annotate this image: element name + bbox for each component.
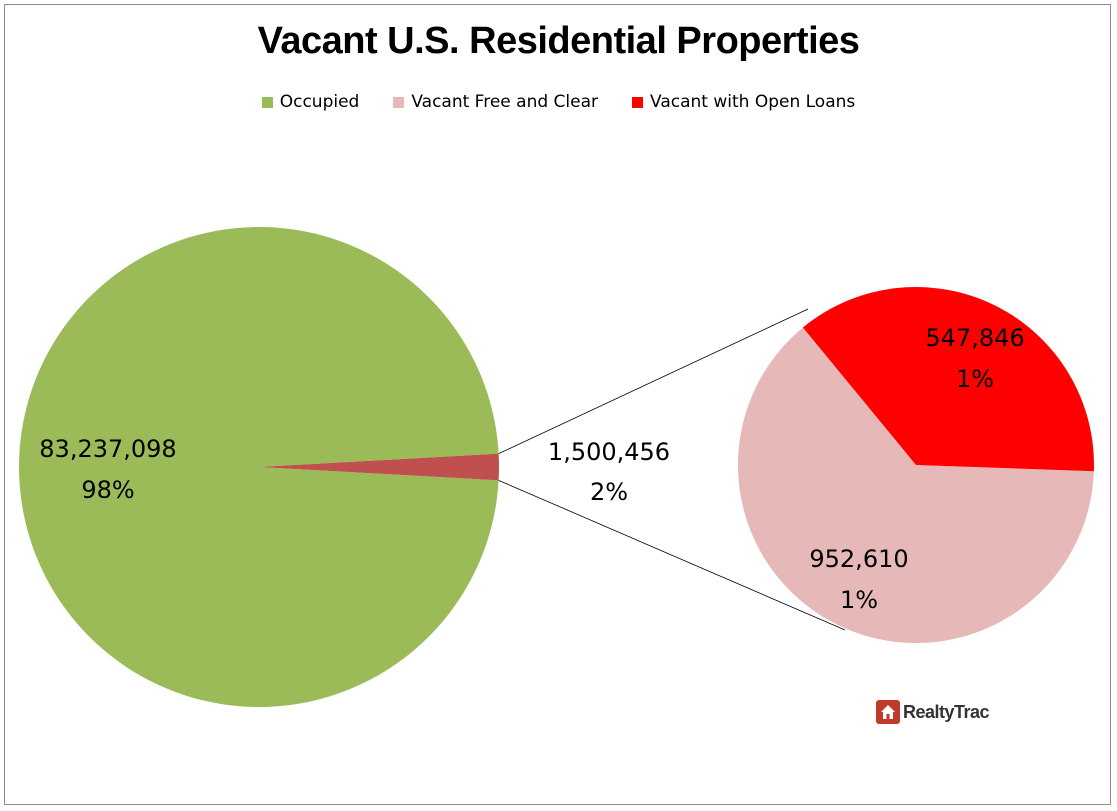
slice-occupied bbox=[19, 227, 499, 708]
realtytrac-logo: RealtyTrac bbox=[876, 700, 990, 724]
chart-title: Vacant U.S. Residential Properties bbox=[257, 20, 860, 62]
slice-vacant bbox=[259, 453, 500, 481]
main-pie bbox=[19, 227, 500, 708]
chart-legend: Occupied Vacant Free and Clear Vacant wi… bbox=[0, 92, 1117, 112]
logo-text: RealtyTrac bbox=[903, 701, 990, 722]
legend-item-occupied: Occupied bbox=[261, 92, 360, 112]
connector-line-bottom bbox=[498, 479, 846, 631]
label-free-clear-percent: 1% bbox=[840, 586, 878, 614]
legend-swatch-occupied bbox=[261, 96, 273, 108]
label-occupied-percent: 98% bbox=[81, 476, 134, 504]
connector-line-top bbox=[498, 308, 809, 455]
house-icon bbox=[876, 700, 900, 724]
legend-swatch-vacant-free-and-clear bbox=[393, 96, 405, 108]
label-free-clear-value: 952,610 bbox=[809, 545, 908, 573]
legend-label-occupied: Occupied bbox=[279, 92, 360, 112]
legend-swatch-vacant-open-loans bbox=[632, 96, 644, 108]
label-occupied-value: 83,237,098 bbox=[39, 435, 176, 463]
legend-label-vacant-open-loans: Vacant with Open Loans bbox=[650, 92, 856, 112]
secondary-pie bbox=[738, 286, 1094, 643]
label-vacant-percent: 2% bbox=[590, 478, 628, 506]
label-vacant-value: 1,500,456 bbox=[548, 438, 670, 466]
slice-vacant-free-and-clear bbox=[738, 327, 1094, 643]
label-open-loans-percent: 1% bbox=[956, 365, 994, 393]
legend-item-vacant-free-and-clear: Vacant Free and Clear bbox=[393, 92, 598, 112]
connector-lines bbox=[498, 308, 846, 631]
chart-frame bbox=[4, 4, 1111, 805]
label-open-loans-value: 547,846 bbox=[925, 324, 1024, 352]
legend-label-vacant-free-and-clear: Vacant Free and Clear bbox=[411, 92, 599, 112]
legend-item-vacant-open-loans: Vacant with Open Loans bbox=[632, 92, 855, 112]
slice-vacant-open-loans bbox=[802, 286, 1094, 472]
